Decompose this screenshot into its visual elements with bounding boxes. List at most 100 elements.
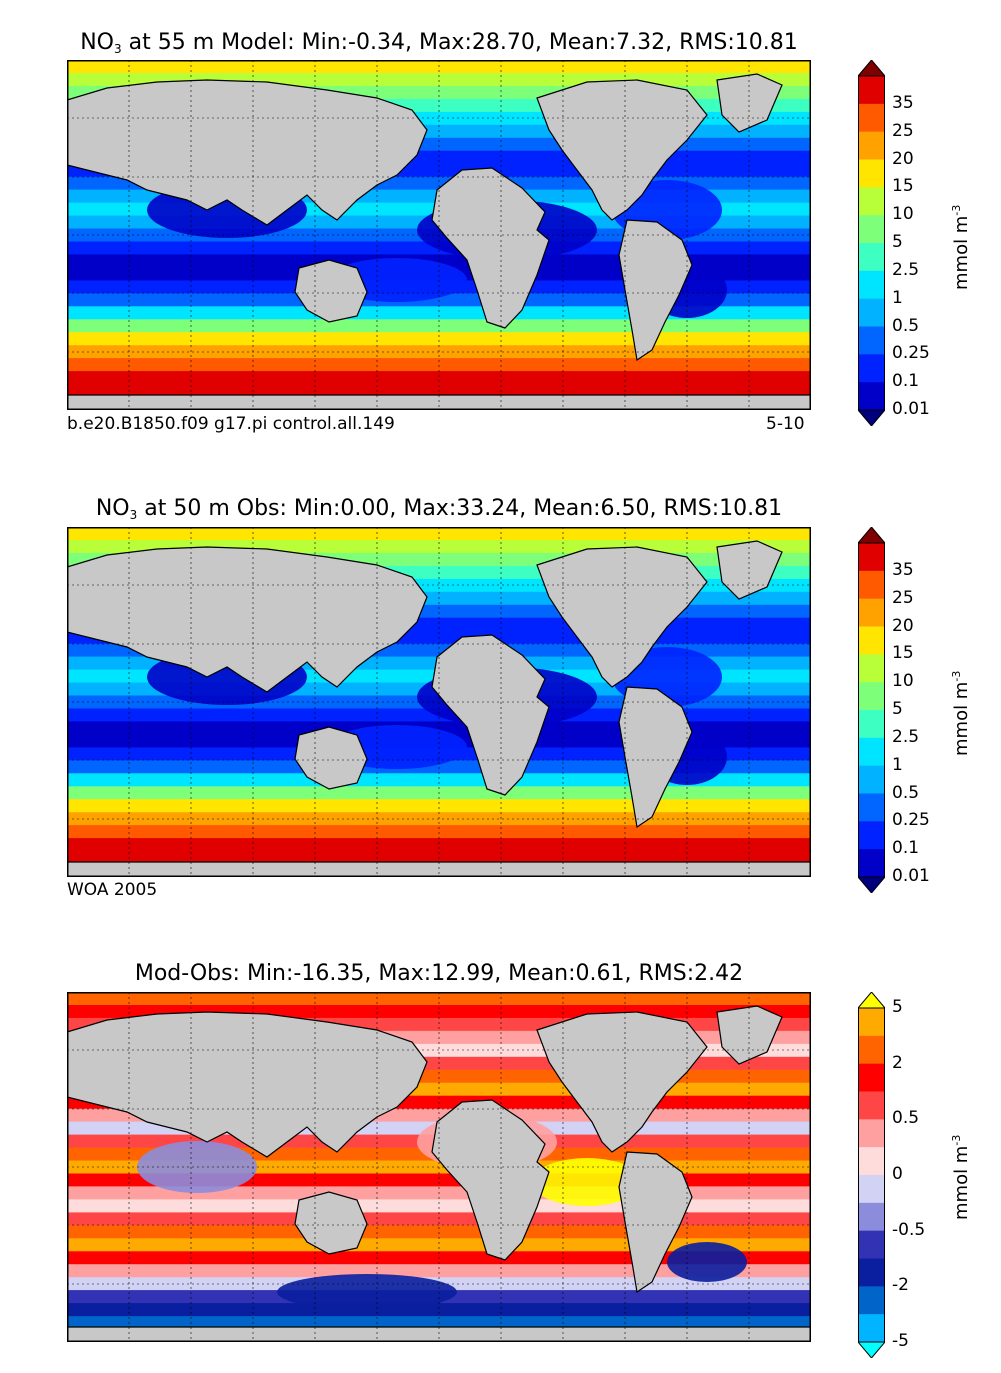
gridlines <box>67 527 811 877</box>
ocean-blob <box>532 1158 642 1206</box>
colorbar-extend-bottom <box>858 409 885 426</box>
colorbar-extend-bottom <box>858 1341 885 1358</box>
land-mass <box>294 1191 368 1255</box>
colorbar-tick-label: -0.5 <box>892 1219 926 1240</box>
colorbar-segment <box>858 682 885 711</box>
colorbar-tick-label: 0.1 <box>892 371 920 392</box>
colorbar-tick-label: 0.01 <box>892 866 930 886</box>
colorbar-segment <box>858 103 885 133</box>
colorbar-tick-label: 15 <box>892 643 914 664</box>
ocean-band <box>67 838 811 852</box>
colorbar-segment <box>858 1286 885 1315</box>
colorbar-tick-label: 15 <box>892 176 914 197</box>
ocean-band <box>67 1199 811 1213</box>
footer-source: WOA 2005 <box>67 880 158 900</box>
colorbar-segment <box>858 76 885 105</box>
colorbar-tick-label: 10 <box>892 204 914 225</box>
land-mass <box>67 1326 811 1342</box>
colorbar-tick-label: 0 <box>892 1164 903 1184</box>
colorbar-segment <box>858 1119 885 1148</box>
colorbar-tick-label: 1 <box>892 754 903 775</box>
colorbar-segment <box>858 382 885 411</box>
colorbar-tick-label: 25 <box>892 120 914 141</box>
colorbar-segment <box>858 131 885 160</box>
colorbar-segment <box>858 215 885 244</box>
colorbar-tick-label: 2 <box>892 1052 903 1073</box>
colorbar-extend-top <box>858 992 885 1009</box>
colorbar-tick-label: 20 <box>892 148 914 169</box>
colorbar-tick-label: 5 <box>892 997 903 1017</box>
panel-title: NO3 at 50 m Obs: Min:0.00, Max:33.24, Me… <box>95 496 783 522</box>
land-mass <box>536 546 708 688</box>
land-mass <box>618 219 693 362</box>
footer-source: b.e20.B1850.f09 g17.pi control.all.149 <box>67 414 395 434</box>
ocean-band <box>67 332 811 346</box>
colorbar-segment <box>858 737 885 767</box>
colorbar-tick-label: 0.5 <box>892 315 920 336</box>
ocean-blob <box>667 1242 747 1282</box>
land-mass <box>536 1011 708 1153</box>
colorbar-frame <box>858 1007 885 1343</box>
colorbar-tick-label: -5 <box>892 1331 909 1351</box>
colorbar-segment <box>858 243 885 272</box>
colorbar-segment <box>858 1063 885 1092</box>
ocean-band <box>67 1303 811 1317</box>
panel-title: Mod-Obs: Min:-16.35, Max:12.99, Mean:0.6… <box>134 961 744 986</box>
land-mass <box>536 79 708 221</box>
colorbar-segment <box>858 270 885 300</box>
colorbar-segment <box>858 710 885 739</box>
map-frame <box>67 992 811 1342</box>
colorbar-tick-label: 2.5 <box>892 726 920 747</box>
colorbar-tick-label: 5 <box>892 232 903 252</box>
land-mass <box>67 394 811 410</box>
land-mass <box>431 167 550 329</box>
gridlines <box>67 60 811 410</box>
colorbar-tick-label: 25 <box>892 587 914 608</box>
colorbar-frame <box>858 75 885 411</box>
land-mass <box>716 540 783 600</box>
colorbar-segment <box>858 187 885 216</box>
colorbar-segment <box>858 821 885 850</box>
colorbar-tick-label: 0.1 <box>892 838 920 859</box>
colorbar-tick-label: 35 <box>892 92 914 113</box>
colorbar-tick-label: 0.25 <box>892 343 930 364</box>
colorbar-tick-label: 20 <box>892 615 914 636</box>
colorbar-segment <box>858 159 885 188</box>
colorbar-segment <box>858 654 885 683</box>
colorbar-tick-label: 5 <box>892 699 903 719</box>
land-mass <box>716 73 783 133</box>
ocean-map <box>67 60 811 410</box>
panel-title: NO3 at 55 m Model: Min:-0.34, Max:28.70,… <box>80 30 798 56</box>
ocean-blob <box>277 1274 457 1310</box>
colorbar-tick-label: 35 <box>892 559 914 580</box>
colorbar-segment <box>858 298 885 327</box>
colorbar-extend-bottom <box>858 876 885 893</box>
ocean-map <box>67 527 811 877</box>
colorbar-tick-label: 0.25 <box>892 810 930 831</box>
land-mass <box>618 686 693 829</box>
colorbar <box>858 527 885 893</box>
colorbar-tick-label: 1 <box>892 287 903 308</box>
land-masses <box>67 1005 811 1342</box>
land-mass <box>618 1151 693 1294</box>
colorbar-segment <box>858 765 885 794</box>
colorbar-segment <box>858 849 885 878</box>
colorbar-segment <box>858 570 885 600</box>
colorbar-tick-label: 10 <box>892 671 914 692</box>
land-mass <box>67 1011 428 1158</box>
land-mass <box>716 1005 783 1065</box>
land-mass <box>67 546 428 693</box>
land-masses <box>67 73 811 410</box>
colorbar <box>858 992 885 1358</box>
colorbar-segment <box>858 543 885 572</box>
colorbar-segment <box>858 1230 885 1259</box>
map-frame <box>67 527 811 877</box>
ocean-band <box>67 371 811 385</box>
colorbar <box>858 60 885 426</box>
colorbar-segment <box>858 1008 885 1037</box>
colorbar-segment <box>858 1202 885 1232</box>
land-masses <box>67 540 811 877</box>
colorbar-unit: mmol m-3 <box>950 670 972 756</box>
ocean-band <box>67 799 811 813</box>
colorbar-segment <box>858 1258 885 1287</box>
